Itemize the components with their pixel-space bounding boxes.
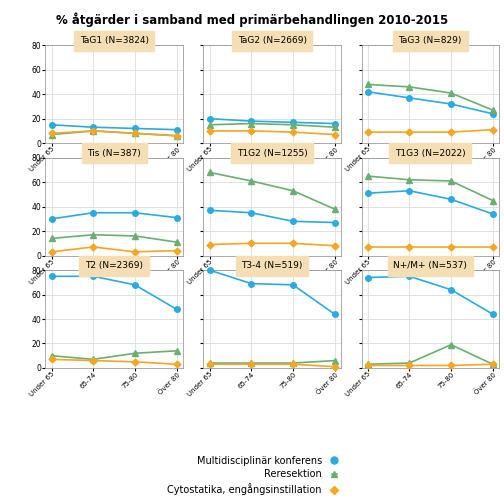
- Title: TaG3 (N=829): TaG3 (N=829): [399, 36, 462, 45]
- Title: T3-4 (N=519): T3-4 (N=519): [241, 261, 303, 270]
- Legend: Multidisciplinär konferens, Reresektion, Cytostatika, engångsinstillation: Multidisciplinär konferens, Reresektion,…: [164, 452, 340, 499]
- Title: Tis (N=387): Tis (N=387): [87, 149, 141, 158]
- Text: % åtgärder i samband med primärbehandlingen 2010-2015: % åtgärder i samband med primärbehandlin…: [56, 13, 448, 27]
- Title: TaG1 (N=3824): TaG1 (N=3824): [80, 36, 149, 45]
- Title: N+/M+ (N=537): N+/M+ (N=537): [393, 261, 467, 270]
- Title: TaG2 (N=2669): TaG2 (N=2669): [238, 36, 306, 45]
- Title: T1G2 (N=1255): T1G2 (N=1255): [237, 149, 307, 158]
- Title: T2 (N=2369): T2 (N=2369): [85, 261, 143, 270]
- Title: T1G3 (N=2022): T1G3 (N=2022): [395, 149, 466, 158]
